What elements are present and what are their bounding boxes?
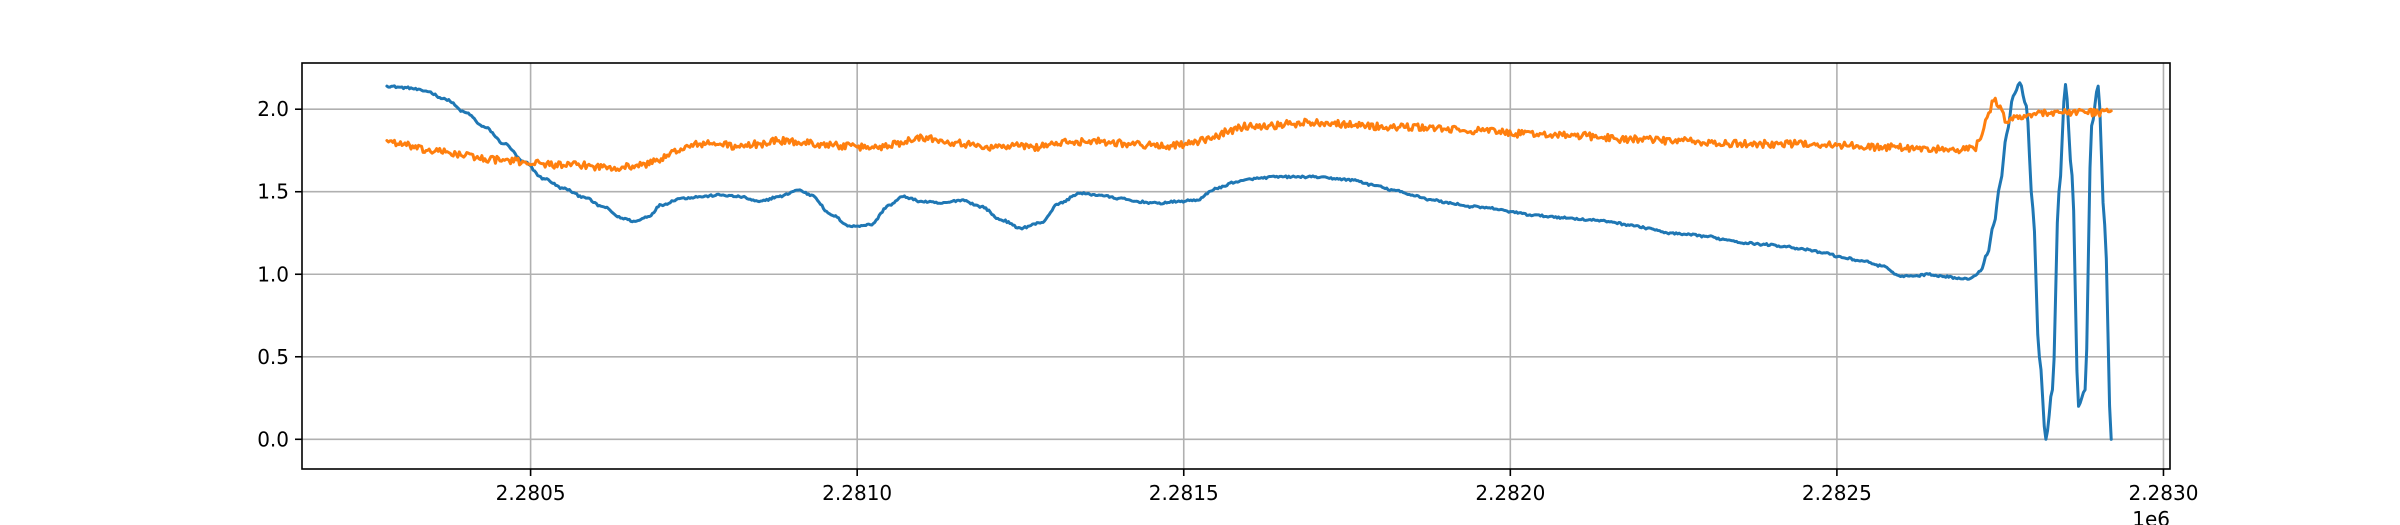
y-axis: 0.0 0.5 1.0 1.5 2.0 <box>257 97 302 451</box>
y-tick-label: 0.0 <box>257 427 289 451</box>
series-line-2 <box>385 96 2113 172</box>
x-axis: 2.2805 2.2810 2.2815 2.2820 2.2825 2.2830 <box>496 469 2198 505</box>
x-tick-label: 2.2805 <box>496 481 566 505</box>
x-tick-label: 2.2810 <box>822 481 892 505</box>
x-tick-label: 2.2815 <box>1149 481 1219 505</box>
y-tick-label: 1.5 <box>257 180 289 204</box>
x-tick-label: 2.2830 <box>2128 481 2198 505</box>
axes-frame <box>301 62 2171 470</box>
series-layer <box>385 81 2113 441</box>
x-tick-label: 2.2820 <box>1475 481 1545 505</box>
y-tick-label: 0.5 <box>257 345 289 369</box>
x-tick-label: 2.2825 <box>1802 481 1872 505</box>
x-axis-offset-label: 1e6 <box>2132 507 2170 525</box>
y-tick-label: 2.0 <box>257 97 289 121</box>
series-line-1 <box>385 81 2113 441</box>
y-tick-label: 1.0 <box>257 262 289 286</box>
grid <box>302 63 2170 469</box>
